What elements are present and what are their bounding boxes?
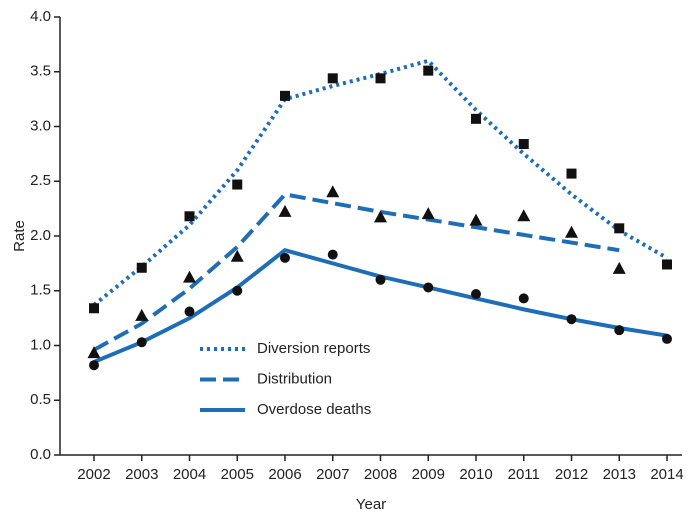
marker-triangle [230,249,244,262]
marker-square [518,139,529,150]
marker-square [280,90,290,101]
marker-square [614,223,625,234]
marker-triangle [469,213,483,226]
marker-triangle [374,210,387,223]
marker-square [327,73,338,84]
x-tick-label: 2006 [268,466,301,483]
y-axis-label: Rate [11,220,28,252]
marker-circle [136,337,147,348]
y-tick-label: 4.0 [30,8,51,25]
x-tick-label: 2010 [459,466,492,483]
x-tick-label: 2004 [173,466,206,483]
marker-triangle [87,346,101,359]
marker-circle [327,249,338,260]
trend-line [93,192,620,352]
marker-square [89,303,99,314]
x-tick-label: 2002 [77,466,110,483]
x-tick-label: 2009 [412,466,445,483]
legend-label: Diversion reports [257,340,370,357]
trend-line [93,248,668,364]
marker-circle [280,252,290,263]
marker-triangle [135,308,149,321]
marker-circle [471,289,481,300]
marker-triangle [612,261,626,274]
marker-circle [518,293,529,304]
marker-square [375,73,386,84]
marker-circle [423,282,434,293]
y-tick-label: 2.5 [30,172,51,189]
marker-circle [662,333,672,344]
marker-circle [566,314,577,325]
marker-triangle [565,225,578,238]
legend-label: Overdose deaths [257,401,371,418]
marker-square [136,262,147,273]
trend-line [92,58,668,307]
marker-triangle [326,185,340,198]
marker-triangle [183,270,196,283]
x-tick-label: 2005 [221,466,254,483]
y-tick-label: 0.0 [30,446,51,463]
marker-square [566,168,577,179]
marker-square [184,211,195,222]
x-tick-label: 2011 [508,466,540,483]
y-tick-label: 1.0 [30,336,51,353]
x-tick-label: 2014 [650,466,683,483]
marker-circle [614,325,625,336]
x-tick-label: 2007 [316,466,349,483]
marker-triangle [278,204,292,217]
x-tick-label: 2008 [364,466,397,483]
y-tick-label: 2.0 [30,227,51,244]
marker-square [423,65,434,76]
marker-circle [89,360,99,371]
x-tick-label: 2003 [125,466,158,483]
marker-circle [232,285,243,296]
marker-square [471,113,481,124]
marker-triangle [421,207,435,220]
y-tick-label: 3.0 [30,117,51,134]
x-tick-label: 2012 [555,466,588,483]
marker-circle [184,306,195,317]
legend-label: Distribution [257,370,332,387]
y-tick-label: 0.5 [30,391,51,408]
marker-square [662,259,672,270]
x-axis-label: Year [356,496,386,513]
x-tick-label: 2013 [603,466,636,483]
y-tick-label: 1.5 [30,282,51,299]
y-tick-label: 3.5 [30,63,51,80]
marker-circle [375,274,386,285]
marker-triangle [517,209,531,222]
marker-square [232,179,243,190]
